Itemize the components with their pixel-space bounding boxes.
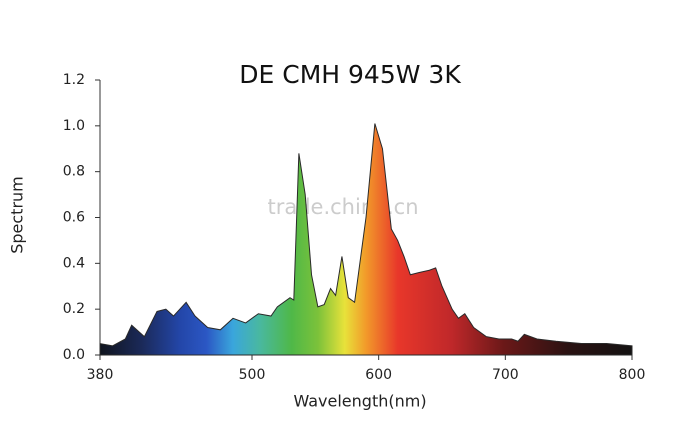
y-tick-label: 0.0: [63, 347, 85, 363]
y-tick-label: 0.8: [63, 164, 85, 180]
spectrum-area: [99, 123, 633, 356]
y-tick-label: 0.4: [63, 255, 85, 271]
x-tick-label: 380: [87, 367, 114, 383]
x-axis-label: Wavelength(nm): [293, 392, 426, 411]
y-tick-label: 1.0: [63, 118, 85, 134]
x-tick-label: 600: [365, 367, 392, 383]
y-tick-label: 0.6: [63, 210, 85, 226]
y-tick-label: 0.2: [63, 301, 85, 317]
y-tick-label: 1.2: [63, 72, 85, 88]
x-tick-label: 700: [492, 367, 519, 383]
y-axis-label: Spectrum: [8, 176, 27, 254]
x-tick-label: 500: [239, 367, 266, 383]
x-tick-label: 800: [619, 367, 646, 383]
watermark: trade.china.cn: [267, 195, 418, 219]
chart-title: DE CMH 945W 3K: [239, 60, 461, 89]
